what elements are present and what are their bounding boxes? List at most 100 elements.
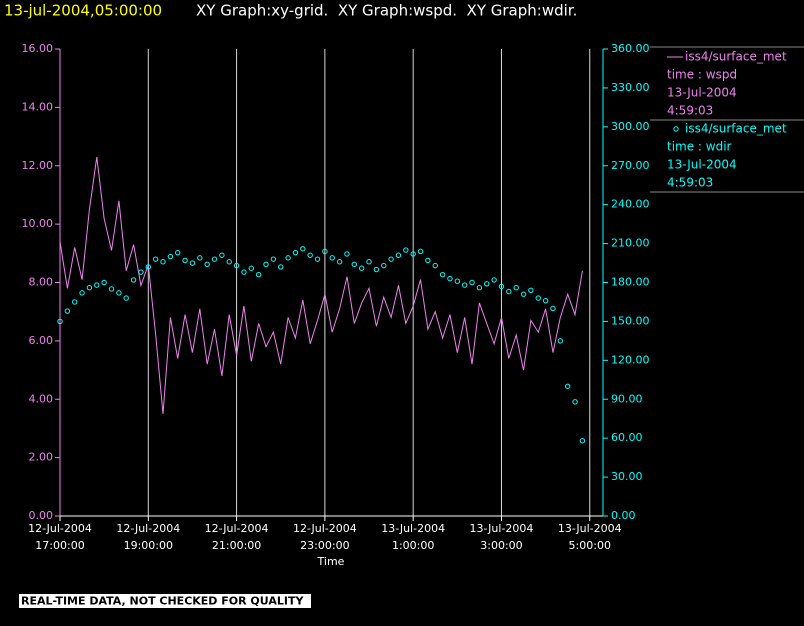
data-point [329,255,335,261]
x-tick-label: 19:00:00 [124,539,173,552]
data-point [116,290,122,296]
x-tick-label: 1:00:00 [392,539,434,552]
y2-tick-label: 300.00 [611,120,650,133]
data-point [469,279,475,286]
x-tick-label: 12-Jul-2004 [116,522,180,535]
data-point [175,249,181,256]
data-point [491,277,497,283]
footer-box [19,594,311,608]
legend-detail: 13-Jul-2004 [667,158,737,172]
x-tick-label: 23:00:00 [300,539,349,552]
x-tick-label: 13-Jul-2004 [470,522,534,535]
chart-subtitle: XY Graph:xy-grid. XY Graph:wspd. XY Grap… [196,2,577,20]
footer-note: REAL-TIME DATA, NOT CHECKED FOR QUALITY [21,595,304,608]
data-point [57,318,63,325]
data-point [152,256,159,262]
data-point [351,261,358,268]
data-point [219,252,225,258]
data-point [336,259,343,265]
data-point [278,264,284,270]
legend-entry: iss4/surface_met [685,50,787,64]
y-tick-label: 12.00 [22,159,54,172]
data-point [373,266,380,273]
y-tick-label: 2.00 [29,451,54,464]
data-point [322,248,328,255]
legend-entry: iss4/surface_met [685,122,787,136]
data-point [314,256,321,262]
data-point [130,277,137,283]
data-point [307,252,313,258]
y2-tick-label: 0.00 [611,509,636,522]
y2-tick-label: 240.00 [611,198,650,211]
legend-detail: 4:59:03 [667,176,713,190]
data-point [579,438,586,444]
data-point [520,291,527,297]
x-tick-label: 12-Jul-2004 [28,522,92,535]
data-point [248,265,255,271]
data-point [344,251,350,257]
legend-detail: 4:59:03 [667,104,713,118]
data-point [204,261,210,268]
data-point [211,256,218,262]
data-point [432,262,438,269]
y-tick-label: 0.00 [29,509,54,522]
data-point [425,257,431,264]
data-line [59,156,583,414]
data-point [64,308,71,314]
data-point [484,281,490,287]
data-point [233,262,240,269]
data-point [167,253,174,260]
y-tick-label: 14.00 [22,100,54,113]
data-point [123,295,129,301]
data-point [535,295,541,301]
x-tick-label: 13-Jul-2004 [558,522,622,535]
data-point [263,261,269,268]
data-point [226,259,232,265]
y2-tick-label: 30.00 [611,470,643,483]
data-point [447,275,453,282]
y-tick-label: 8.00 [29,276,54,289]
data-point [403,247,409,253]
data-point [358,265,365,271]
data-point [395,252,402,258]
legend-detail: time : wdir [667,140,732,154]
data-point [557,338,564,344]
data-point [292,249,299,256]
data-point [145,264,151,270]
y2-tick-label: 90.00 [611,392,643,405]
data-point [300,246,306,252]
chart-title: 13-jul-2004,05:00:00 [4,2,162,20]
data-point [381,262,387,269]
data-point [108,286,115,292]
data-point [454,278,461,284]
data-point [255,272,262,278]
data-point [285,255,291,261]
y2-tick-label: 120.00 [611,353,650,366]
data-point [564,383,571,389]
y-tick-label: 6.00 [29,334,54,347]
data-point [498,283,505,290]
data-point [160,259,166,265]
data-point [101,279,107,286]
x-tick-label: 21:00:00 [212,539,261,552]
data-point [410,251,416,257]
data-point [388,256,394,262]
x-axis-label: Time [317,555,345,568]
data-point [528,287,534,293]
data-point [182,257,188,264]
data-point [572,399,578,405]
x-tick-label: 13-Jul-2004 [381,522,445,535]
data-point [197,255,203,261]
data-point [542,297,549,304]
y2-tick-label: 210.00 [611,237,650,250]
data-point [461,282,468,288]
y-tick-label: 4.00 [29,392,54,405]
data-point [366,259,372,265]
data-point [513,284,519,291]
data-point [417,248,424,255]
data-point [79,290,85,296]
data-point [270,256,277,262]
y2-tick-label: 360.00 [611,42,650,55]
